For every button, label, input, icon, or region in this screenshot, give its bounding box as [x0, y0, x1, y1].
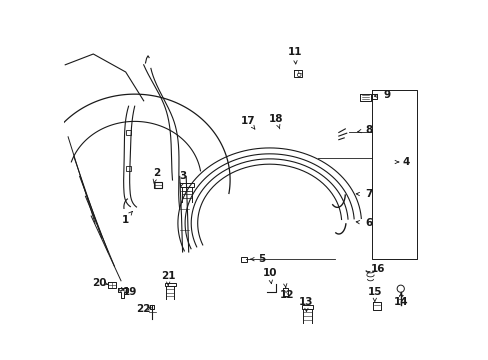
- Text: 18: 18: [268, 114, 283, 124]
- Text: 2: 2: [152, 168, 160, 178]
- Bar: [180, 183, 193, 187]
- Text: 1: 1: [121, 215, 128, 225]
- Text: 19: 19: [122, 287, 137, 297]
- Bar: [301, 305, 313, 309]
- Text: 21: 21: [161, 271, 175, 282]
- Text: 22: 22: [136, 304, 151, 314]
- Text: 14: 14: [393, 297, 407, 307]
- Text: 16: 16: [370, 264, 384, 274]
- Bar: [126, 130, 130, 135]
- Bar: [241, 257, 246, 262]
- Text: 7: 7: [364, 189, 372, 199]
- Bar: [164, 283, 175, 286]
- Text: 20: 20: [92, 278, 107, 288]
- Text: 8: 8: [365, 125, 371, 135]
- Text: 17: 17: [240, 116, 255, 126]
- Text: 12: 12: [279, 290, 294, 300]
- Text: 9: 9: [383, 90, 389, 100]
- Text: 11: 11: [287, 47, 302, 57]
- Text: 10: 10: [262, 268, 276, 278]
- Bar: [126, 166, 130, 171]
- Text: 6: 6: [365, 218, 371, 228]
- Text: 4: 4: [402, 157, 409, 167]
- Text: 5: 5: [258, 254, 265, 264]
- Text: 3: 3: [179, 171, 186, 181]
- Text: 15: 15: [367, 287, 381, 297]
- Bar: [153, 182, 162, 188]
- Text: 13: 13: [299, 297, 313, 307]
